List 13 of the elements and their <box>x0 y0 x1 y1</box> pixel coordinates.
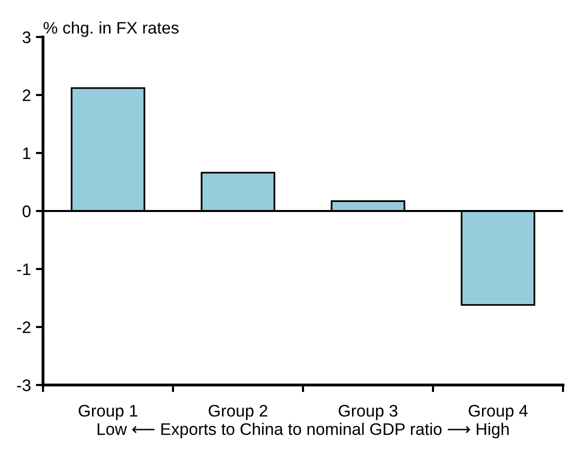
x-tick-label: Group 4 <box>468 404 528 420</box>
y-tick-label: -1 <box>17 264 30 276</box>
y-tick-label: -2 <box>17 321 30 334</box>
x-tick-label: Group 2 <box>208 404 268 420</box>
y-tick-label: 3 <box>22 31 30 44</box>
y-tick-label: 2 <box>22 89 30 102</box>
x-tick-label: Group 3 <box>338 404 398 420</box>
y-axis-title: % chg. in FX rates <box>44 21 179 37</box>
x-axis-title: Low ⟵ Exports to China to nominal GDP ratio ⟶ High <box>98 422 509 438</box>
y-tick-label: 1 <box>23 148 30 160</box>
y-tick-label: -3 <box>17 379 30 392</box>
x-tick-label: Group 1 <box>78 404 138 420</box>
y-tick-label: 0 <box>22 205 31 218</box>
